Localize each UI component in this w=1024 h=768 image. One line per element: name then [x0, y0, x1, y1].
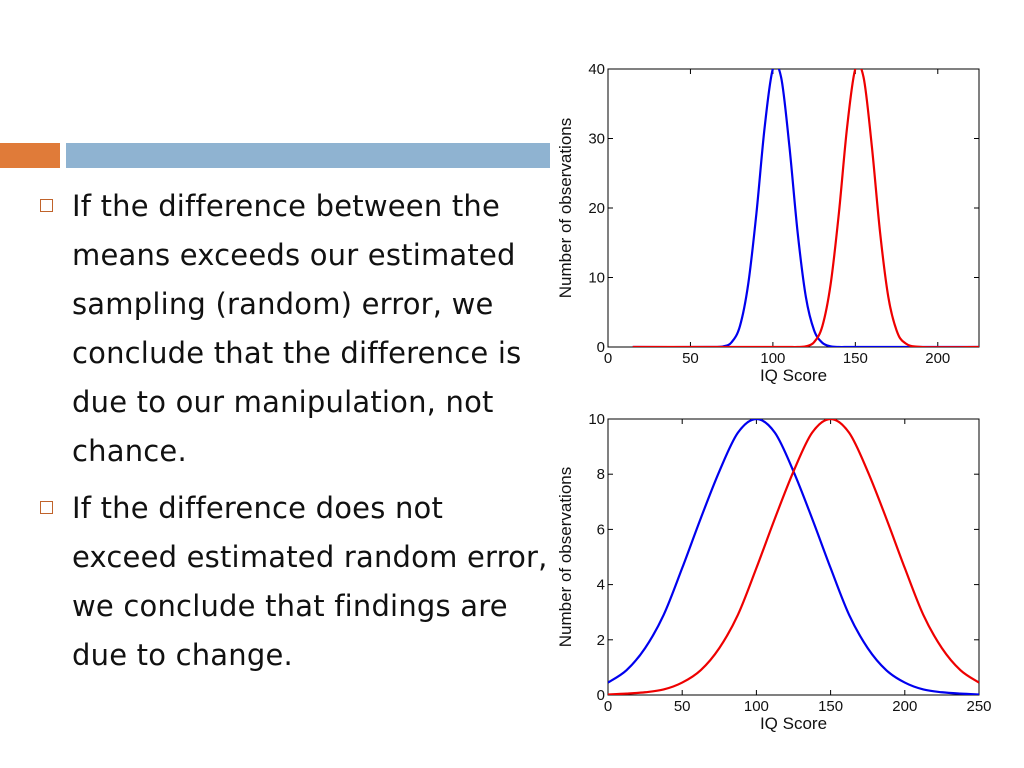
y-tick-label: 40 [588, 61, 605, 78]
x-tick-label: 150 [843, 350, 868, 367]
title-accent-blue [66, 143, 550, 168]
y-tick-label: 30 [588, 131, 605, 148]
plot-frame [607, 68, 980, 348]
bullet-list: If the difference between the means exce… [38, 182, 548, 688]
square-bullet-icon [40, 199, 53, 212]
x-tick-label: 100 [744, 698, 769, 715]
bullet-item: If the difference does not exceed estima… [38, 484, 548, 680]
bullet-text: If the difference does not exceed estima… [72, 491, 548, 672]
x-tick-label: 0 [604, 350, 612, 367]
y-tick-label: 10 [588, 270, 605, 287]
x-tick-label: 150 [818, 698, 843, 715]
x-tick-label: 50 [682, 350, 699, 367]
x-tick-label: 250 [966, 698, 991, 715]
bullet-text: If the difference between the means exce… [72, 189, 522, 468]
x-tick-label: 50 [674, 698, 691, 715]
y-tick-label: 6 [597, 521, 605, 538]
y-tick-label: 0 [597, 687, 605, 704]
x-axis-label: IQ Score [760, 366, 827, 385]
chart-top: 0 50 100 150 200 0 10 20 30 40 IQ Score Number of o… [556, 61, 980, 385]
chart-bottom: 0 50 100 150 200 250 0 2 4 6 8 10 IQ Score Number of … [556, 411, 992, 733]
series-line-1 [608, 419, 979, 695]
x-tick-label: 200 [892, 698, 917, 715]
y-axis-label: Number of observations [556, 118, 575, 298]
x-tick-label: 100 [760, 350, 785, 367]
series-line-1 [632, 69, 979, 347]
x-axis-label: IQ Score [760, 714, 827, 733]
y-tick-label: 4 [597, 577, 605, 594]
x-tick-label: 200 [925, 350, 950, 367]
series-line-2 [608, 419, 979, 695]
bullet-item: If the difference between the means exce… [38, 182, 548, 476]
y-tick-label: 20 [588, 200, 605, 217]
series-line-2 [632, 69, 979, 347]
x-tick-label: 0 [604, 698, 612, 715]
y-tick-label: 8 [597, 466, 605, 483]
plot-frame [607, 418, 980, 696]
title-accent-orange [0, 143, 60, 168]
y-axis-label: Number of observations [556, 467, 575, 647]
y-tick-label: 2 [597, 632, 605, 649]
y-tick-label: 10 [588, 411, 605, 428]
square-bullet-icon [40, 501, 53, 514]
y-tick-label: 0 [597, 339, 605, 356]
